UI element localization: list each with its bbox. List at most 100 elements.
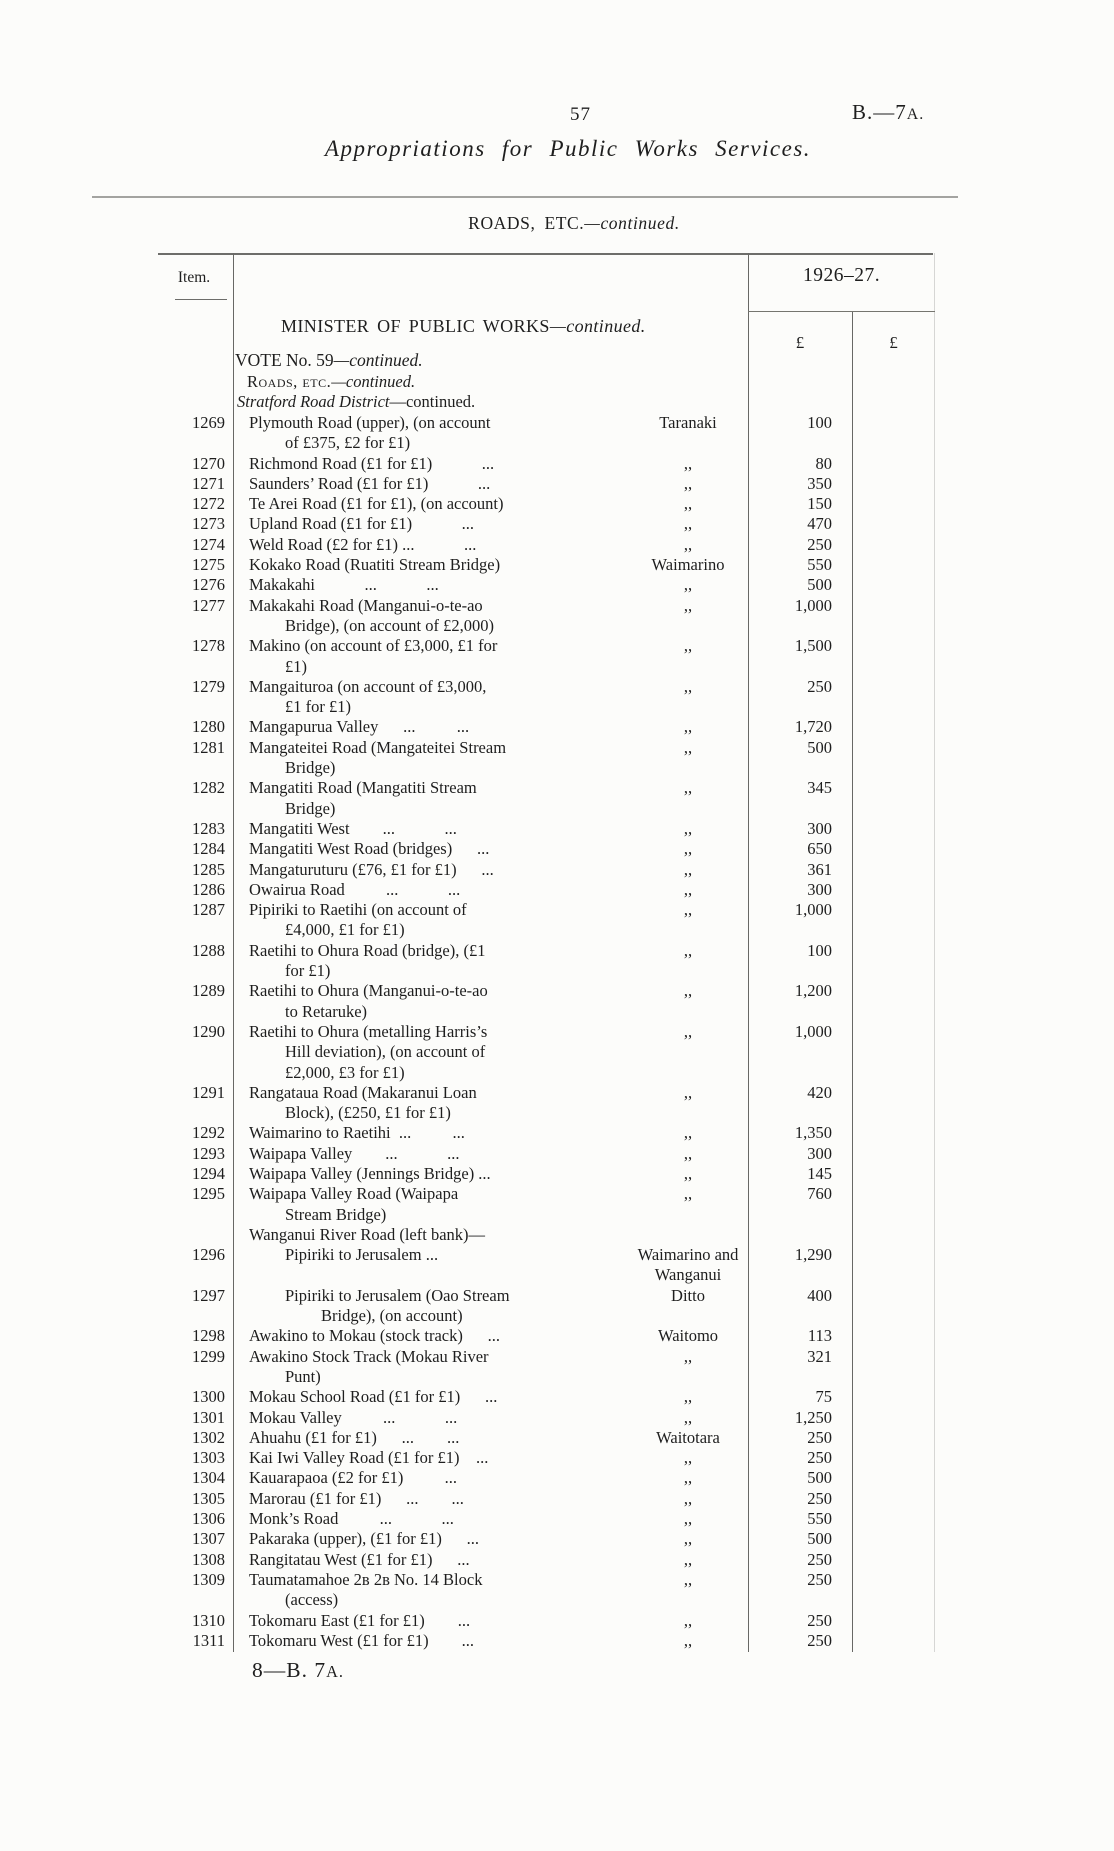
table-row: 1300 Mokau School Road (£1 for £1) ... ,… [155, 1387, 935, 1407]
table-row: 1295 Waipapa Valley Road (Waipapa Stream… [155, 1184, 935, 1225]
vote-heading-continued: —continued. [333, 350, 423, 370]
item-number-cell: 1271 [192, 473, 225, 493]
table-row: 1281 Mangateitei Road (Mangateitei Strea… [155, 738, 935, 779]
amount-1926-27-cell: 500 [807, 1529, 832, 1549]
item-number-cell: 1272 [192, 494, 225, 514]
description-cell: Monk’s Road ... ... [249, 1509, 454, 1529]
district-cell: ,, [683, 1468, 693, 1488]
district-cell: ,, [683, 900, 693, 920]
item-number-cell: 1285 [192, 859, 225, 879]
item-number-cell: 1299 [192, 1346, 225, 1366]
district-cell: ,, [683, 676, 693, 696]
item-number-cell: 1275 [192, 555, 225, 575]
item-number-cell: 1287 [192, 900, 225, 920]
description-cell: Mangaituroa (on account of £3,000, £1 fo… [249, 676, 487, 717]
item-header-underline [175, 299, 227, 301]
item-number-cell: 1273 [192, 514, 225, 534]
district-cell: ,, [683, 1123, 693, 1143]
table-row: 1269 Plymouth Road (upper), (on account … [155, 413, 935, 454]
district-cell: Ditto [671, 1285, 705, 1305]
district-cell: ,, [683, 514, 693, 534]
table-row: 1309 Taumatamahoe 2ʙ 2ʙ No. 14 Block (ac… [155, 1570, 935, 1611]
amount-1926-27-cell: 100 [807, 413, 832, 432]
table-row: 1277 Makakahi Road (Manganui-o-te-ao Bri… [155, 596, 935, 637]
district-group-heading: Stratford Road District—continued. [237, 392, 475, 412]
amount-1926-27-cell: 1,720 [794, 717, 832, 737]
page-footer-main: 8—B. 7 [252, 1658, 327, 1682]
money-column-rule [748, 253, 749, 1652]
description-cell: Kai Iwi Valley Road (£1 for £1) ... [249, 1448, 489, 1468]
table-row: 1291 Rangataua Road (Makaranui Loan Bloc… [155, 1083, 935, 1124]
description-cell: Pipiriki to Raetihi (on account of £4,00… [249, 900, 467, 940]
item-number-cell: 1270 [192, 453, 225, 473]
description-cell: Kokako Road (Ruatiti Stream Bridge) [249, 555, 501, 575]
description-cell: Makino (on account of £3,000, £1 for £1) [249, 636, 498, 676]
item-number-cell: 1294 [192, 1163, 225, 1183]
description-cell: Te Arei Road (£1 for £1), (on account) [249, 494, 504, 514]
item-number-cell: 1296 [192, 1245, 225, 1265]
item-number-cell: 1308 [192, 1549, 225, 1569]
table-row: 1301 Mokau Valley ... ... ,, 1,250 [155, 1408, 935, 1428]
amount-1926-27-cell: 250 [807, 1427, 832, 1447]
amount-1926-27-cell: 321 [807, 1346, 832, 1366]
amount-1926-27-cell: 345 [807, 778, 832, 798]
item-number-cell: 1309 [192, 1569, 225, 1589]
district-cell: ,, [683, 1082, 693, 1102]
minister-heading-continued: —continued. [549, 316, 646, 336]
table-row: 1284 Mangatiti West Road (bridges) ... ,… [155, 839, 935, 859]
year-column-header: 1926–27. [802, 265, 881, 286]
item-number-cell: 1310 [192, 1610, 225, 1630]
description-cell: Pipiriki to Jerusalem ... [285, 1245, 439, 1265]
roads-subheading-continued: —continued. [331, 372, 416, 391]
description-cell: Raetihi to Ohura (metalling Harris’s Hil… [249, 1021, 488, 1082]
description-cell: Waipapa Valley ... ... [249, 1143, 460, 1163]
item-number-cell: 1280 [192, 717, 225, 737]
item-number-cell: 1302 [192, 1427, 225, 1447]
description-cell: Mangaturuturu (£76, £1 for £1) ... [249, 859, 494, 879]
description-cell: Pipiriki to Jerusalem (Oao Stream Bridge… [285, 1285, 510, 1326]
item-column-header: Item. [177, 269, 211, 286]
table-row: 1282 Mangatiti Road (Mangatiti Stream Br… [155, 778, 935, 819]
description-cell: Awakino Stock Track (Mokau River Punt) [249, 1346, 489, 1386]
amount-1926-27-cell: 550 [807, 1509, 832, 1529]
item-number-cell: 1295 [192, 1184, 225, 1204]
description-cell: Upland Road (£1 for £1) ... [249, 514, 475, 534]
document-reference: B.—7A. [852, 100, 924, 125]
district-cell: ,, [683, 636, 693, 656]
item-number-cell: 1292 [192, 1123, 225, 1143]
minister-heading-main: MINISTER OF PUBLIC WORKS [281, 316, 550, 336]
district-cell: ,, [683, 494, 693, 514]
section-heading-continued: —continued. [584, 213, 680, 233]
currency-symbol-col1: £ [795, 333, 805, 352]
district-cell: ,, [683, 473, 693, 493]
amount-1926-27-cell: 100 [807, 940, 832, 960]
amount-1926-27-cell: 350 [807, 473, 832, 493]
table-rows: 1269 Plymouth Road (upper), (on account … [155, 413, 935, 1651]
page-footer: 8—B. 7A. [252, 1658, 344, 1683]
table-row: 1274 Weld Road (£2 for £1) ... ... ,, 25… [155, 535, 935, 555]
page-footer-suffix: A. [326, 1662, 344, 1681]
table-row: 1294 Waipapa Valley (Jennings Bridge) ..… [155, 1164, 935, 1184]
district-cell: ,, [683, 1143, 693, 1163]
district-cell: ,, [683, 737, 693, 757]
table-row: 1306 Monk’s Road ... ... ,, 550 [155, 1509, 935, 1529]
item-number-cell: 1306 [192, 1509, 225, 1529]
amount-1926-27-cell: 250 [807, 1569, 832, 1589]
district-cell: ,, [683, 1184, 693, 1204]
item-number-cell: 1281 [192, 737, 225, 757]
table-row: Wanganui River Road (left bank)— [155, 1225, 935, 1245]
amount-1926-27-cell: 250 [807, 1630, 832, 1650]
district-cell: ,, [683, 1021, 693, 1041]
table-row: 1275 Kokako Road (Ruatiti Stream Bridge)… [155, 555, 935, 575]
description-cell: Mangapurua Valley ... ... [249, 717, 470, 737]
vote-heading-main: VOTE No. 59 [235, 350, 334, 370]
title-divider-rule [92, 196, 958, 198]
item-number-cell: 1278 [192, 636, 225, 656]
table-row: 1305 Marorau (£1 for £1) ... ... ,, 250 [155, 1489, 935, 1509]
amount-1926-27-cell: 145 [807, 1163, 832, 1183]
district-cell: ,, [683, 1509, 693, 1529]
table-row: 1292 Waimarino to Raetihi ... ... ,, 1,3… [155, 1123, 935, 1143]
amount-1926-27-cell: 75 [815, 1387, 833, 1407]
amount-1926-27-cell: 500 [807, 737, 832, 757]
currency-symbol-col2: £ [889, 333, 898, 352]
